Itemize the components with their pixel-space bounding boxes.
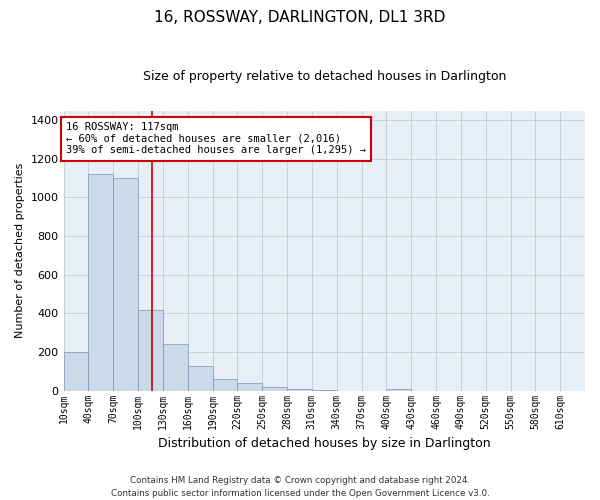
Text: 16 ROSSWAY: 117sqm
← 60% of detached houses are smaller (2,016)
39% of semi-deta: 16 ROSSWAY: 117sqm ← 60% of detached hou… <box>66 122 366 156</box>
Bar <box>212 379 238 390</box>
Bar <box>287 389 312 390</box>
Bar <box>64 352 88 391</box>
Bar <box>138 310 163 390</box>
Text: Contains HM Land Registry data © Crown copyright and database right 2024.
Contai: Contains HM Land Registry data © Crown c… <box>110 476 490 498</box>
Bar <box>188 366 212 390</box>
Bar <box>262 387 287 390</box>
Bar <box>88 174 113 390</box>
Title: Size of property relative to detached houses in Darlington: Size of property relative to detached ho… <box>143 70 506 83</box>
Bar <box>238 383 262 390</box>
Bar <box>113 178 138 390</box>
Bar <box>163 344 188 391</box>
Text: 16, ROSSWAY, DARLINGTON, DL1 3RD: 16, ROSSWAY, DARLINGTON, DL1 3RD <box>154 10 446 25</box>
Bar <box>386 388 411 390</box>
X-axis label: Distribution of detached houses by size in Darlington: Distribution of detached houses by size … <box>158 437 491 450</box>
Y-axis label: Number of detached properties: Number of detached properties <box>15 163 25 338</box>
